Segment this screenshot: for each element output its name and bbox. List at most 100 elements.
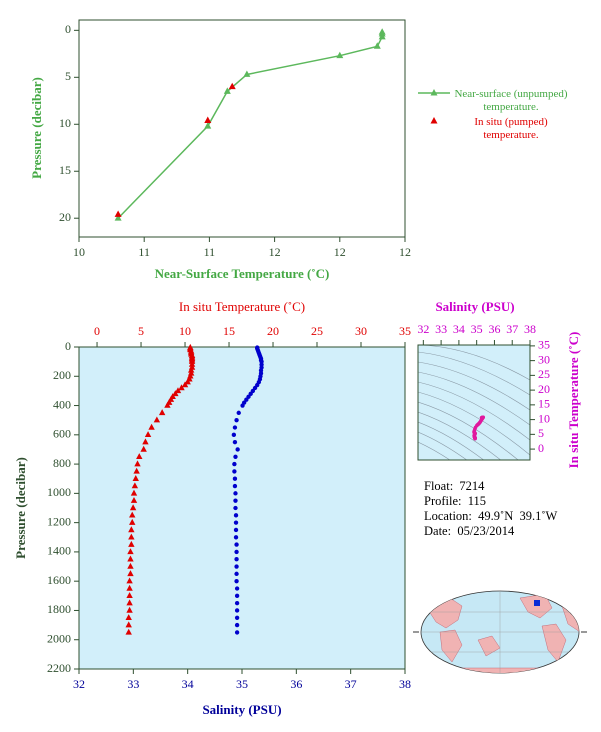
y-tick-label: 1600 — [47, 573, 71, 587]
x-axis-title: Salinity (PSU) — [202, 702, 281, 717]
profile-number: Profile: 115 — [424, 494, 487, 508]
data-point — [181, 381, 189, 388]
y-tick-label: 0 — [65, 339, 71, 353]
y-axis-title: Pressure (decibar) — [13, 457, 28, 559]
data-point — [130, 489, 138, 496]
data-point — [140, 445, 147, 452]
contour — [418, 411, 502, 460]
x-tick-label: 0 — [94, 324, 100, 338]
data-point — [126, 606, 133, 613]
data-point — [134, 460, 141, 467]
data-point — [233, 535, 239, 540]
data-point — [232, 469, 237, 474]
data-point — [132, 475, 139, 481]
data-point — [128, 526, 135, 533]
y-tick-label: 600 — [53, 427, 71, 441]
data-point — [233, 454, 238, 459]
x-tick-label: 37 — [345, 677, 357, 691]
data-point — [234, 571, 239, 577]
data-point — [126, 584, 133, 591]
y-tick-label: 1400 — [47, 544, 71, 558]
plot-background — [79, 347, 405, 669]
legend-marker — [430, 117, 438, 124]
contour — [418, 391, 530, 456]
data-point — [114, 214, 122, 221]
data-point — [232, 483, 238, 489]
data-point — [144, 431, 152, 438]
data-point — [234, 608, 240, 613]
x-tick-label: 35 — [236, 677, 248, 691]
x-tick-label: 11 — [138, 245, 150, 259]
y-tick-label: 2000 — [47, 631, 71, 645]
location: Location: 49.9˚N 39.1˚W — [424, 509, 558, 523]
data-point — [133, 467, 140, 474]
x-tick-label: 38 — [524, 322, 536, 336]
land — [541, 623, 567, 663]
x2-axis-title: In situ Temperature (˚C) — [179, 299, 305, 314]
data-point — [204, 122, 212, 129]
data-point — [131, 482, 139, 489]
data-point — [130, 496, 138, 503]
y-tick-label: 200 — [53, 368, 71, 382]
y-tick-label: 15 — [538, 397, 550, 411]
x-tick-label: 38 — [399, 677, 411, 691]
data-point — [233, 498, 238, 503]
x-tick-label: 25 — [311, 324, 323, 338]
x-axis-title: Near-Surface Temperature (˚C) — [155, 266, 330, 281]
y-tick-label: 20 — [538, 382, 550, 396]
data-point — [232, 439, 238, 445]
density-contours — [418, 345, 530, 460]
data-point — [158, 409, 166, 416]
data-point — [231, 432, 237, 437]
data-point — [234, 418, 239, 423]
y-tick-label: 20 — [59, 210, 71, 224]
contour — [418, 401, 519, 460]
data-point — [234, 557, 239, 562]
data-point — [127, 570, 134, 577]
x-tick-label: 11 — [204, 245, 216, 259]
data-point — [172, 390, 179, 397]
data-point — [236, 410, 241, 416]
data-point — [233, 520, 239, 525]
data-point — [129, 518, 136, 525]
contour — [418, 361, 530, 411]
x-tick-label: 20 — [267, 324, 279, 338]
legend-label: In situ (pumped) temperature. — [474, 116, 548, 141]
data-point — [234, 542, 239, 547]
data-point — [128, 540, 135, 547]
x-tick-label: 12 — [399, 245, 411, 259]
x-tick-label: 35 — [471, 322, 483, 336]
y-tick-label: 5 — [65, 69, 71, 83]
contour — [418, 381, 530, 441]
x-axis-title: Salinity (PSU) — [435, 299, 514, 314]
data-point — [233, 505, 238, 511]
data-point — [148, 423, 155, 430]
x-tick-label: 32 — [417, 322, 429, 336]
y-tick-label: 1800 — [47, 602, 71, 616]
data-point — [336, 51, 344, 59]
data-point — [234, 593, 240, 598]
plot-frame — [417, 344, 531, 461]
float-position — [534, 600, 540, 606]
data-point — [228, 82, 236, 90]
y-tick-label: 1000 — [47, 485, 71, 499]
data-point — [234, 579, 239, 584]
y-tick-label: 10 — [538, 411, 550, 425]
x-tick-label: 36 — [290, 677, 302, 691]
data-point — [174, 387, 182, 394]
contour — [418, 371, 530, 426]
data-point — [223, 87, 231, 94]
data-point — [125, 628, 132, 635]
contour — [418, 441, 451, 460]
data-point — [126, 577, 133, 584]
data-point — [240, 403, 245, 408]
data-point — [204, 116, 212, 123]
y-tick-label: 2200 — [47, 661, 71, 675]
data-point — [128, 533, 135, 540]
data-point — [126, 599, 133, 606]
y-tick-label: 35 — [538, 338, 550, 352]
y-axis-title: In situ Temperature (˚C) — [566, 332, 581, 469]
float-id: Float: 7214 — [424, 479, 485, 493]
land — [439, 629, 463, 663]
